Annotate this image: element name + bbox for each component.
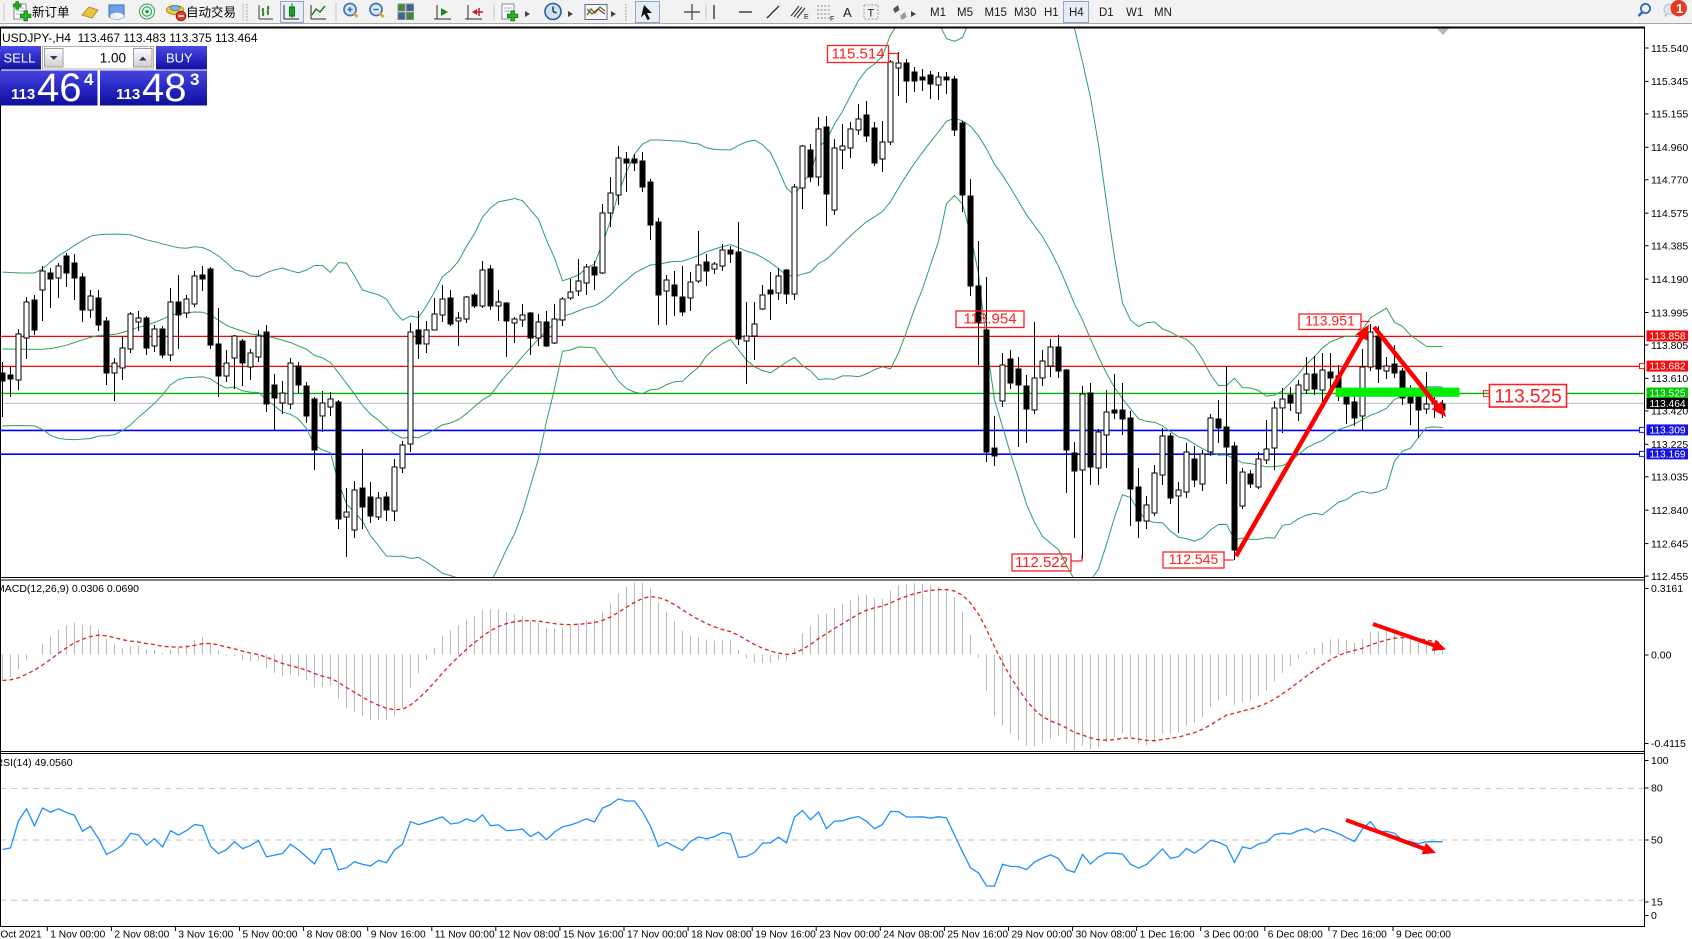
svg-text:29 Oct 2021: 29 Oct 2021 <box>0 930 42 939</box>
svg-text:113.805: 113.805 <box>1651 340 1688 352</box>
svg-text:BUY: BUY <box>166 51 193 66</box>
svg-text:D1: D1 <box>1099 7 1114 19</box>
svg-text:115.540: 115.540 <box>1651 43 1688 55</box>
svg-text:112.522: 112.522 <box>1015 554 1068 571</box>
svg-text:113.858: 113.858 <box>1649 332 1685 343</box>
svg-text:114.770: 114.770 <box>1651 175 1688 187</box>
svg-text:115.345: 115.345 <box>1651 76 1688 88</box>
svg-text:15 Nov 16:00: 15 Nov 16:00 <box>563 930 624 939</box>
svg-text:3 Dec 00:00: 3 Dec 00:00 <box>1204 930 1259 939</box>
svg-text:30 Nov 08:00: 30 Nov 08:00 <box>1076 930 1137 939</box>
svg-text:114.960: 114.960 <box>1651 142 1688 154</box>
svg-text:1: 1 <box>1676 1 1683 16</box>
svg-text:E: E <box>804 14 809 21</box>
svg-text:M5: M5 <box>957 7 973 19</box>
svg-text:新订单: 新订单 <box>32 5 70 20</box>
svg-text:113.169: 113.169 <box>1649 450 1685 461</box>
svg-text:3: 3 <box>190 70 199 89</box>
svg-text:115.155: 115.155 <box>1651 109 1688 121</box>
svg-text:8 Nov 08:00: 8 Nov 08:00 <box>307 930 362 939</box>
svg-text:自动交易: 自动交易 <box>186 5 236 20</box>
svg-text:24 Nov 08:00: 24 Nov 08:00 <box>883 930 944 939</box>
svg-text:113.954: 113.954 <box>963 311 1016 328</box>
svg-text:48: 48 <box>142 66 187 110</box>
svg-text:6 Dec 08:00: 6 Dec 08:00 <box>1268 930 1323 939</box>
svg-text:18 Nov 08:00: 18 Nov 08:00 <box>691 930 752 939</box>
svg-text:113: 113 <box>116 86 140 103</box>
svg-text:1 Nov 00:00: 1 Nov 00:00 <box>50 930 105 939</box>
svg-text:2 Nov 08:00: 2 Nov 08:00 <box>114 930 169 939</box>
svg-text:0.3161: 0.3161 <box>1651 583 1683 595</box>
svg-text:113.610: 113.610 <box>1651 373 1688 385</box>
svg-text:113.995: 113.995 <box>1651 307 1688 319</box>
svg-text:100: 100 <box>1651 755 1669 767</box>
svg-text:H4: H4 <box>1069 7 1084 19</box>
svg-text:1.00: 1.00 <box>100 51 126 66</box>
svg-text:W1: W1 <box>1126 7 1143 19</box>
svg-text:4: 4 <box>84 70 94 89</box>
svg-text:-0.4115: -0.4115 <box>1651 738 1686 750</box>
svg-text:MACD(12,26,9) 0.0306 0.0690: MACD(12,26,9) 0.0306 0.0690 <box>0 583 139 595</box>
svg-text:RSI(14) 49.0560: RSI(14) 49.0560 <box>0 757 73 769</box>
svg-text:0.00: 0.00 <box>1651 650 1672 662</box>
svg-text:T: T <box>868 8 875 20</box>
svg-text:H1: H1 <box>1044 7 1059 19</box>
svg-text:113.951: 113.951 <box>1305 313 1355 329</box>
svg-text:15: 15 <box>1651 897 1663 909</box>
svg-text:114.575: 114.575 <box>1651 208 1688 220</box>
svg-text:M30: M30 <box>1014 7 1036 19</box>
svg-text:113.225: 113.225 <box>1651 439 1688 451</box>
svg-text:46: 46 <box>37 66 82 110</box>
svg-text:80: 80 <box>1651 783 1663 795</box>
svg-text:113.525: 113.525 <box>1494 387 1561 408</box>
svg-text:A: A <box>843 5 852 20</box>
svg-text:113: 113 <box>11 86 35 103</box>
svg-text:MN: MN <box>1154 7 1172 19</box>
svg-text:5 Nov 00:00: 5 Nov 00:00 <box>243 930 298 939</box>
svg-text:113.464: 113.464 <box>1649 399 1685 410</box>
svg-text:7 Dec 16:00: 7 Dec 16:00 <box>1332 930 1387 939</box>
svg-text:9 Nov 16:00: 9 Nov 16:00 <box>371 930 426 939</box>
svg-text:113.309: 113.309 <box>1649 426 1685 437</box>
svg-text:17 Nov 00:00: 17 Nov 00:00 <box>627 930 688 939</box>
svg-text:113.525: 113.525 <box>1649 389 1685 400</box>
svg-text:113.035: 113.035 <box>1651 472 1688 484</box>
svg-text:3 Nov 16:00: 3 Nov 16:00 <box>178 930 233 939</box>
svg-text:SELL: SELL <box>4 51 36 66</box>
svg-text:112.645: 112.645 <box>1651 538 1688 550</box>
svg-text:114.385: 114.385 <box>1651 241 1688 253</box>
svg-text:M15: M15 <box>985 7 1007 19</box>
svg-text:0: 0 <box>1651 910 1657 922</box>
svg-text:19 Nov 16:00: 19 Nov 16:00 <box>755 930 816 939</box>
svg-text:9 Dec 00:00: 9 Dec 00:00 <box>1396 930 1451 939</box>
svg-text:11 Nov 00:00: 11 Nov 00:00 <box>435 930 495 939</box>
svg-text:USDJPY-,H4 113.467 113.483 11: USDJPY-,H4 113.467 113.483 113.375 113.4… <box>2 31 258 45</box>
svg-text:F: F <box>830 16 834 23</box>
svg-text:50: 50 <box>1651 835 1663 847</box>
svg-text:113.682: 113.682 <box>1649 362 1685 373</box>
svg-text:1 Dec 16:00: 1 Dec 16:00 <box>1140 930 1195 939</box>
svg-text:12 Nov 08:00: 12 Nov 08:00 <box>499 930 560 939</box>
svg-text:114.190: 114.190 <box>1651 274 1688 286</box>
svg-text:23 Nov 00:00: 23 Nov 00:00 <box>819 930 880 939</box>
svg-text:115.514: 115.514 <box>831 46 884 63</box>
svg-text:112.545: 112.545 <box>1169 551 1219 567</box>
svg-text:112.840: 112.840 <box>1651 505 1688 517</box>
svg-text:25 Nov 16:00: 25 Nov 16:00 <box>947 930 1008 939</box>
svg-text:M1: M1 <box>930 7 946 19</box>
svg-text:112.455: 112.455 <box>1651 571 1688 583</box>
svg-text:29 Nov 00:00: 29 Nov 00:00 <box>1012 930 1073 939</box>
